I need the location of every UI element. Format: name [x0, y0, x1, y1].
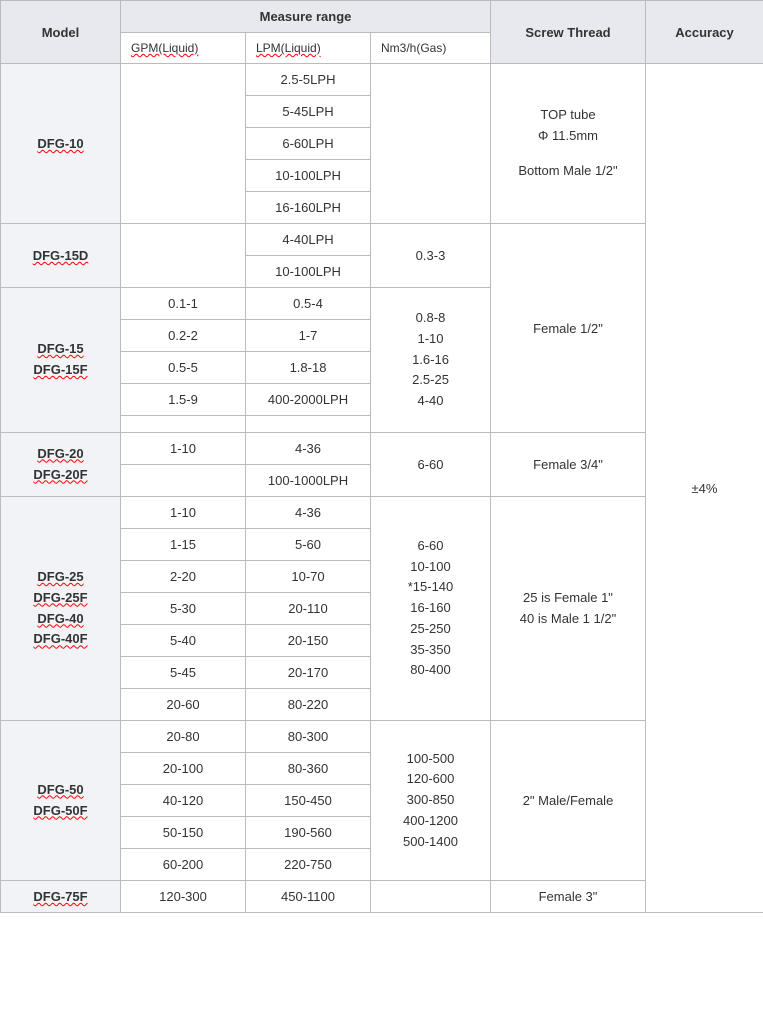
cell-lpm: 150-450: [246, 785, 371, 817]
cell-screw: 2" Male/Female: [491, 721, 646, 881]
cell-gpm: 5-40: [121, 625, 246, 657]
cell-lpm: 4-36: [246, 433, 371, 465]
cell-lpm: 10-70: [246, 561, 371, 593]
cell-gpm: 0.2-2: [121, 320, 246, 352]
cell-nm3h: 0.3-3: [371, 224, 491, 288]
header-model: Model: [1, 1, 121, 64]
cell-lpm: 190-560: [246, 817, 371, 849]
cell-lpm: 220-750: [246, 849, 371, 881]
cell-gpm: [121, 416, 246, 433]
cell-gpm: 20-60: [121, 689, 246, 721]
cell-nm3h: 6-60: [371, 433, 491, 497]
model-dfg75f: DFG-75F: [1, 881, 121, 913]
cell-empty: [371, 64, 491, 224]
cell-lpm: 20-170: [246, 657, 371, 689]
cell-lpm: 5-60: [246, 529, 371, 561]
cell-empty: [371, 881, 491, 913]
cell-lpm: 16-160LPH: [246, 192, 371, 224]
cell-lpm: 80-360: [246, 753, 371, 785]
cell-empty: [121, 64, 246, 224]
header-screw-thread: Screw Thread: [491, 1, 646, 64]
cell-screw: 25 is Female 1" 40 is Male 1 1/2": [491, 497, 646, 721]
cell-empty: [121, 224, 246, 288]
cell-lpm: 1.8-18: [246, 352, 371, 384]
cell-gpm: 20-80: [121, 721, 246, 753]
cell-gpm: 1-10: [121, 497, 246, 529]
cell-lpm: 450-1100: [246, 881, 371, 913]
header-row-1: Model Measure range Screw Thread Accurac…: [1, 1, 763, 33]
cell-lpm: 6-60LPH: [246, 128, 371, 160]
cell-lpm: 4-40LPH: [246, 224, 371, 256]
header-lpm: LPM(Liquid): [246, 33, 371, 64]
header-accuracy: Accuracy: [646, 1, 763, 64]
cell-gpm: 5-45: [121, 657, 246, 689]
cell-lpm: 100-1000LPH: [246, 465, 371, 497]
cell-gpm: 0.5-5: [121, 352, 246, 384]
cell-screw: Female 3/4": [491, 433, 646, 497]
header-nm3h: Nm3/h(Gas): [371, 33, 491, 64]
cell-gpm: 20-100: [121, 753, 246, 785]
cell-lpm: 10-100LPH: [246, 160, 371, 192]
model-dfg50: DFG-50 DFG-50F: [1, 721, 121, 881]
cell-gpm: 0.1-1: [121, 288, 246, 320]
spec-table: Model Measure range Screw Thread Accurac…: [0, 0, 763, 913]
cell-lpm: 0.5-4: [246, 288, 371, 320]
cell-lpm: 1-7: [246, 320, 371, 352]
cell-gpm: 1.5-9: [121, 384, 246, 416]
cell-gpm: 50-150: [121, 817, 246, 849]
cell-gpm: 1-15: [121, 529, 246, 561]
model-dfg25: DFG-25 DFG-25F DFG-40 DFG-40F: [1, 497, 121, 721]
cell-gpm: 60-200: [121, 849, 246, 881]
cell-nm3h: 6-60 10-100 *15-140 16-160 25-250 35-350…: [371, 497, 491, 721]
cell-lpm: 80-220: [246, 689, 371, 721]
cell-gpm: 5-30: [121, 593, 246, 625]
cell-gpm: 2-20: [121, 561, 246, 593]
cell-lpm: 10-100LPH: [246, 256, 371, 288]
header-gpm: GPM(Liquid): [121, 33, 246, 64]
cell-gpm: 120-300: [121, 881, 246, 913]
cell-nm3h: 0.8-8 1-10 1.6-16 2.5-25 4-40: [371, 288, 491, 433]
cell-gpm: 40-120: [121, 785, 246, 817]
cell-screw: TOP tube Φ 11.5mm Bottom Male 1/2": [491, 64, 646, 224]
cell-gpm: [121, 465, 246, 497]
cell-accuracy: ±4%: [646, 64, 763, 913]
cell-lpm: 400-2000LPH: [246, 384, 371, 416]
cell-lpm: 2.5-5LPH: [246, 64, 371, 96]
cell-gpm: 1-10: [121, 433, 246, 465]
model-dfg20: DFG-20 DFG-20F: [1, 433, 121, 497]
cell-screw: Female 3": [491, 881, 646, 913]
cell-lpm: 4-36: [246, 497, 371, 529]
cell-lpm: 5-45LPH: [246, 96, 371, 128]
model-dfg15: DFG-15 DFG-15F: [1, 288, 121, 433]
cell-lpm: 20-110: [246, 593, 371, 625]
header-measure-range: Measure range: [121, 1, 491, 33]
model-dfg15d: DFG-15D: [1, 224, 121, 288]
model-dfg10: DFG-10: [1, 64, 121, 224]
cell-lpm: 20-150: [246, 625, 371, 657]
cell-nm3h: 100-500 120-600 300-850 400-1200 500-140…: [371, 721, 491, 881]
cell-lpm: 80-300: [246, 721, 371, 753]
cell-lpm: [246, 416, 371, 433]
cell-screw: Female 1/2": [491, 224, 646, 433]
